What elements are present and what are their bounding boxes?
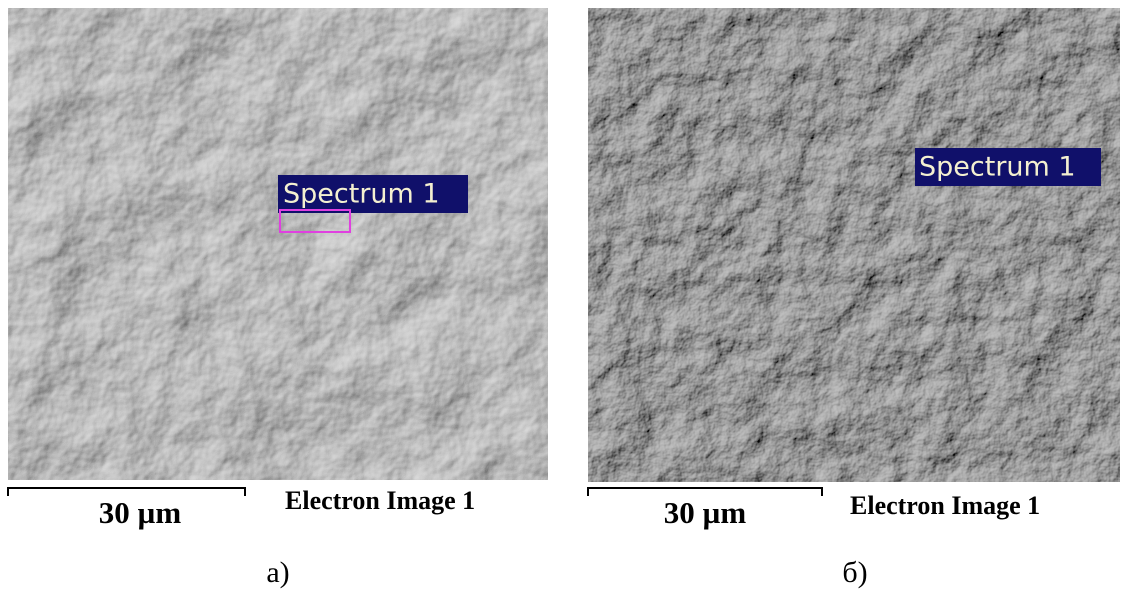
panel-caption: б) — [842, 556, 867, 589]
image-caption: Electron Image 1 — [850, 491, 1040, 520]
figure: Spectrum 1 30 µm Electron Image 1 а) Spe… — [0, 0, 1141, 600]
panel-b: Spectrum 1 30 µm Electron Image 1 б) — [588, 8, 1120, 589]
sem-texture — [588, 8, 1120, 482]
image-caption: Electron Image 1 — [285, 486, 475, 515]
sem-texture — [8, 8, 548, 480]
spectrum-label: Spectrum 1 — [283, 179, 440, 210]
scale-label: 30 µm — [99, 495, 182, 530]
panel-caption: а) — [266, 556, 289, 589]
spectrum-label: Spectrum 1 — [919, 152, 1076, 183]
scale-label: 30 µm — [664, 495, 747, 530]
panel-a: Spectrum 1 30 µm Electron Image 1 а) — [8, 8, 548, 589]
